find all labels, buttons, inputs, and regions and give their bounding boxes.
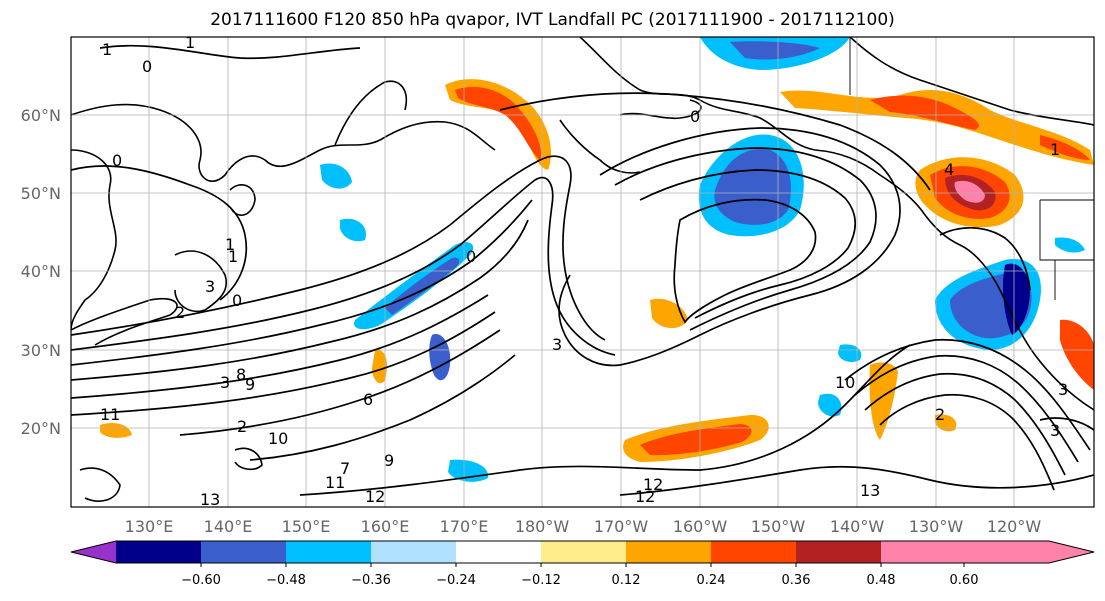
- colorbar: −0.60 −0.48 −0.36 −0.24 −0.12 0.12 0.24 …: [70, 540, 1095, 588]
- contour-label: 13: [860, 481, 880, 500]
- contour-labels: 1 1 0 0 1 3 0 2 3 8 9 11 2 10 6 9 7 11 1…: [100, 33, 1068, 509]
- colorbar-swatch: [796, 541, 881, 563]
- lon-label: 160°E: [361, 517, 410, 536]
- contour-label: 1: [228, 247, 238, 266]
- contour-label: 13: [200, 490, 220, 509]
- colorbar-swatch: [286, 541, 371, 563]
- colorbar-outline: [70, 540, 1095, 564]
- contour-label: 1: [102, 40, 112, 59]
- colorbar-swatch: [881, 541, 964, 563]
- colorbar-extend-high: [964, 541, 1094, 563]
- contour-label: 0: [232, 291, 242, 310]
- colorbar-swatch: [541, 541, 626, 563]
- contour-label: 1: [185, 33, 195, 52]
- contour-label: 3: [205, 277, 215, 296]
- political-borders: [849, 37, 1094, 300]
- ivt-contours: [71, 44, 1094, 496]
- lat-label: 30°N: [21, 341, 61, 360]
- colorbar-tick-label: −0.24: [436, 573, 476, 588]
- latitude-labels: 60°N 50°N 40°N 30°N 20°N: [21, 106, 61, 438]
- colorbar-tick-label: 0.48: [867, 573, 896, 588]
- lon-label: 170°W: [594, 517, 649, 536]
- colorbar-tick-label: −0.36: [351, 573, 391, 588]
- contour-label: 12: [635, 487, 655, 506]
- lat-label: 20°N: [21, 419, 61, 438]
- contour-label: 12: [365, 487, 385, 506]
- colorbar-tick-label: −0.60: [181, 573, 221, 588]
- lon-label: 180°W: [515, 517, 570, 536]
- lon-label: 140°E: [204, 517, 253, 536]
- map-title: 2017111600 F120 850 hPa qvapor, IVT Land…: [210, 10, 895, 30]
- lon-label: 140°W: [830, 517, 885, 536]
- contour-label: 0: [690, 107, 700, 126]
- contour-label: 10: [268, 429, 288, 448]
- contour-label: 12: [643, 475, 663, 494]
- lat-label: 50°N: [21, 184, 61, 203]
- contour-label: 11: [325, 473, 345, 492]
- contour-label: 8: [236, 365, 246, 384]
- colorbar-swatch: [626, 541, 711, 563]
- contour-label: 0: [142, 57, 152, 76]
- contour-label: 2: [935, 405, 945, 424]
- lon-label: 150°W: [751, 517, 806, 536]
- contour-label: 3: [1050, 421, 1060, 440]
- contour-label: 11: [100, 405, 120, 424]
- colorbar-tick-label: 0.24: [697, 573, 726, 588]
- contour-label: 6: [363, 390, 373, 409]
- lon-label: 120°W: [987, 517, 1042, 536]
- colorbar-swatch: [201, 541, 286, 563]
- colorbar-swatch: [711, 541, 796, 563]
- colorbar-extend-low: [71, 541, 116, 563]
- colorbar-tick-label: 0.36: [782, 573, 811, 588]
- contour-label: 3: [220, 373, 230, 392]
- contour-label: 1: [225, 235, 235, 254]
- lat-label: 60°N: [21, 106, 61, 125]
- contour-label: 1: [1050, 140, 1060, 159]
- colorbar-tick-label: −0.12: [521, 573, 561, 588]
- lon-label: 130°W: [909, 517, 964, 536]
- lat-label: 40°N: [21, 262, 61, 281]
- map-border: [70, 36, 1095, 508]
- lon-label: 150°E: [282, 517, 331, 536]
- colorbar-tick-label: 0.60: [950, 573, 979, 588]
- colorbar-tick-label: 0.12: [612, 573, 641, 588]
- contour-label: 2: [175, 303, 185, 322]
- contour-label: 2: [237, 417, 247, 436]
- contour-label: 0: [466, 247, 476, 266]
- contour-label: 3: [1058, 380, 1068, 399]
- colorbar-swatch: [456, 541, 541, 563]
- lon-label: 130°E: [125, 517, 174, 536]
- contour-label: 9: [384, 451, 394, 470]
- colorbar-tick-label: −0.48: [266, 573, 306, 588]
- anomaly-fills: [100, 37, 1094, 482]
- colorbar-swatch: [371, 541, 456, 563]
- contour-label: 9: [245, 375, 255, 394]
- contour-label: 4: [944, 160, 954, 179]
- contour-label: 7: [340, 459, 350, 478]
- lon-label: 160°W: [673, 517, 728, 536]
- contour-label: 3: [552, 335, 562, 354]
- colorbar-swatch: [116, 541, 201, 563]
- lon-label: 170°E: [440, 517, 489, 536]
- contour-label: 0: [112, 151, 122, 170]
- longitude-labels: 130°E 140°E 150°E 160°E 170°E 180°W 170°…: [125, 517, 1042, 536]
- contour-label: 10: [835, 373, 855, 392]
